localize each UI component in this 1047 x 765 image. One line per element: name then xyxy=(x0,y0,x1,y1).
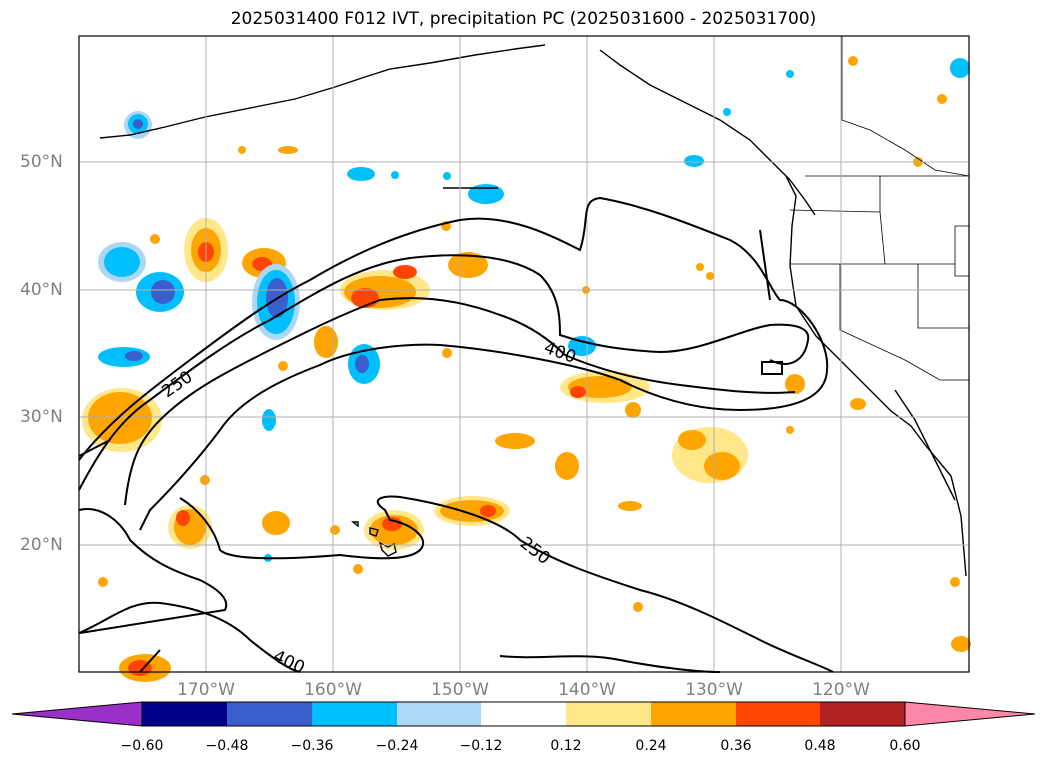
lon-label-130w: 130°W xyxy=(685,680,743,700)
lon-label-160w: 160°W xyxy=(304,680,362,700)
colorbar-tick-label: 0.60 xyxy=(889,738,921,754)
colorbar-bin xyxy=(227,702,312,726)
colorbar-bin xyxy=(736,702,820,726)
colorbar-tick-label: −0.36 xyxy=(290,738,334,754)
colorbar-bin xyxy=(312,702,397,726)
lon-label-140w: 140°W xyxy=(558,680,616,700)
colorbar-bin xyxy=(481,702,566,726)
colorbar-bin xyxy=(651,702,736,726)
colorbar-bin xyxy=(142,702,227,726)
colorbar-tick-label: 0.36 xyxy=(720,738,752,754)
colorbar-bin xyxy=(820,702,905,726)
colorbar-tick-label: −0.48 xyxy=(205,738,249,754)
colorbar xyxy=(11,701,1036,727)
colorbar-outline xyxy=(141,701,906,727)
colorbar-upper-extend xyxy=(904,701,1036,727)
colorbar-bin xyxy=(566,702,651,726)
colorbar-tick-label: 0.48 xyxy=(804,738,836,754)
ivt-contours xyxy=(78,196,834,673)
lat-label-50n: 50°N xyxy=(20,152,63,172)
lat-label-20n: 20°N xyxy=(20,535,63,555)
colorbar-tick-label: −0.12 xyxy=(459,738,503,754)
map-frame xyxy=(78,35,970,673)
lon-label-170w: 170°W xyxy=(177,680,235,700)
colorbar-tick-label: 0.12 xyxy=(550,738,582,754)
colorbar-tick-label: −0.60 xyxy=(120,738,164,754)
lat-label-30n: 30°N xyxy=(20,407,63,427)
graticule xyxy=(79,36,969,672)
figure-title: 2025031400 F012 IVT, precipitation PC (2… xyxy=(230,9,817,29)
colorbar-tick-label: 0.24 xyxy=(635,738,667,754)
coastlines xyxy=(99,44,967,577)
lon-label-150w: 150°W xyxy=(431,680,489,700)
colorbar-bin xyxy=(397,702,481,726)
colorbar-lower-extend xyxy=(11,701,143,727)
lat-label-40n: 40°N xyxy=(20,280,63,300)
lon-label-120w: 120°W xyxy=(812,680,870,700)
political-borders xyxy=(789,36,970,381)
colorbar-tick-label: −0.24 xyxy=(375,738,419,754)
